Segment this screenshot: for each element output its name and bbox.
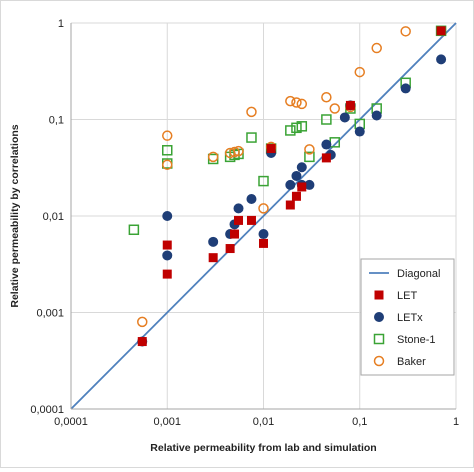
x-tick-label: 0,001 bbox=[153, 416, 181, 428]
letx-point bbox=[208, 236, 219, 247]
legend-label-diagonal: Diagonal bbox=[397, 268, 440, 280]
baker-point bbox=[207, 151, 219, 163]
legend-label-baker: Baker bbox=[397, 356, 426, 368]
legend-swatch-baker bbox=[373, 355, 385, 367]
letx-point bbox=[162, 250, 173, 261]
stone-1-point bbox=[246, 132, 257, 143]
letx-point bbox=[436, 54, 447, 65]
letx-point bbox=[354, 126, 365, 137]
baker-point bbox=[291, 97, 302, 108]
x-axis-title: Relative permeability from lab and simul… bbox=[150, 442, 376, 454]
diagonal-line bbox=[70, 22, 457, 410]
data-points bbox=[128, 25, 447, 347]
stone-1-point bbox=[304, 151, 315, 163]
x-tick-label: 1 bbox=[453, 416, 459, 428]
baker-point bbox=[258, 203, 269, 214]
let-point bbox=[246, 215, 256, 225]
let-series bbox=[137, 26, 446, 347]
baker-point bbox=[137, 316, 148, 328]
y-tick-label: 0,01 bbox=[43, 211, 64, 223]
let-point bbox=[234, 215, 244, 225]
stone-1-point bbox=[258, 175, 269, 187]
letx-point bbox=[296, 162, 307, 173]
baker-point bbox=[329, 103, 341, 114]
legend-label-stone-1: Stone-1 bbox=[397, 334, 436, 346]
baker-point bbox=[304, 144, 315, 155]
letx-point bbox=[162, 211, 173, 221]
letx-point bbox=[339, 112, 350, 123]
x-tick-label: 0,0001 bbox=[54, 416, 88, 428]
let-point bbox=[436, 26, 446, 36]
baker-point bbox=[229, 146, 240, 158]
let-point bbox=[162, 269, 172, 279]
legend-label-let: LET bbox=[397, 290, 417, 302]
legend-swatch-stone-1 bbox=[373, 333, 385, 345]
baker-point bbox=[162, 130, 173, 141]
y-tick-label: 1 bbox=[58, 18, 64, 30]
baker-point bbox=[296, 98, 308, 110]
y-tick-labels: 0,0001 0,001 0,01 0,1 1 bbox=[30, 18, 64, 416]
let-point bbox=[291, 191, 301, 201]
legend-swatch-letx bbox=[374, 312, 384, 322]
axes bbox=[70, 23, 456, 410]
stone-1-point bbox=[291, 122, 302, 134]
letx-point bbox=[400, 83, 411, 94]
y-axis-title: Relative permeability by correlations bbox=[9, 124, 21, 307]
y-tick-label: 0,0001 bbox=[30, 404, 64, 416]
y-tick-label: 0,1 bbox=[49, 115, 64, 127]
let-point bbox=[285, 200, 295, 210]
let-point bbox=[266, 144, 276, 154]
legend-label-letx: LETx bbox=[397, 312, 423, 324]
let-point bbox=[208, 253, 218, 263]
baker-point bbox=[371, 42, 382, 54]
legend-swatch-let bbox=[374, 290, 384, 300]
baker-point bbox=[246, 106, 257, 118]
baker-point bbox=[321, 92, 332, 103]
stone-1-point bbox=[285, 125, 296, 136]
letx-point bbox=[291, 170, 302, 181]
letx-point bbox=[246, 194, 257, 205]
letx-point bbox=[304, 179, 315, 190]
let-point bbox=[259, 238, 268, 248]
letx-point bbox=[233, 203, 244, 214]
letx-point bbox=[371, 110, 382, 121]
y-tick-label: 0,001 bbox=[36, 308, 64, 320]
baker-point bbox=[285, 95, 296, 107]
let-point bbox=[162, 240, 172, 250]
let-point bbox=[321, 153, 331, 163]
let-point bbox=[345, 100, 355, 110]
x-tick-label: 0,01 bbox=[253, 416, 274, 428]
letx-point bbox=[285, 179, 296, 190]
let-point bbox=[225, 244, 235, 254]
x-tick-labels: 0,0001 0,001 0,01 0,1 1 bbox=[54, 416, 459, 428]
let-point bbox=[297, 182, 307, 192]
stone-1-point bbox=[128, 224, 140, 236]
baker-point bbox=[400, 26, 411, 37]
letx-point bbox=[258, 229, 269, 240]
x-tick-label: 0,1 bbox=[352, 416, 367, 428]
baker-point bbox=[233, 145, 244, 157]
stone-1-point bbox=[296, 121, 308, 132]
stone-1-point bbox=[321, 114, 332, 125]
let-point bbox=[137, 337, 147, 347]
stone-1-point bbox=[162, 145, 173, 156]
baker-point bbox=[162, 159, 173, 170]
letx-point bbox=[321, 139, 332, 150]
legend: Diagonal LET LETx Stone-1 Baker bbox=[360, 258, 455, 376]
diagonal-series bbox=[70, 22, 457, 410]
let-point bbox=[230, 229, 240, 239]
baker-point bbox=[354, 66, 365, 78]
